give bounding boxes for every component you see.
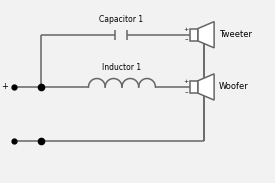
- Text: +: +: [184, 79, 189, 85]
- Text: +: +: [1, 83, 8, 92]
- Text: Woofer: Woofer: [219, 83, 249, 92]
- Text: –: –: [185, 89, 188, 95]
- Text: Tweeter: Tweeter: [219, 30, 252, 39]
- Polygon shape: [198, 74, 214, 100]
- Text: –: –: [185, 37, 188, 43]
- Text: Capacitor 1: Capacitor 1: [99, 15, 143, 24]
- Polygon shape: [198, 22, 214, 48]
- Bar: [190, 29, 198, 41]
- Text: +: +: [184, 27, 189, 32]
- Bar: [190, 81, 198, 93]
- Text: Inductor 1: Inductor 1: [102, 63, 142, 72]
